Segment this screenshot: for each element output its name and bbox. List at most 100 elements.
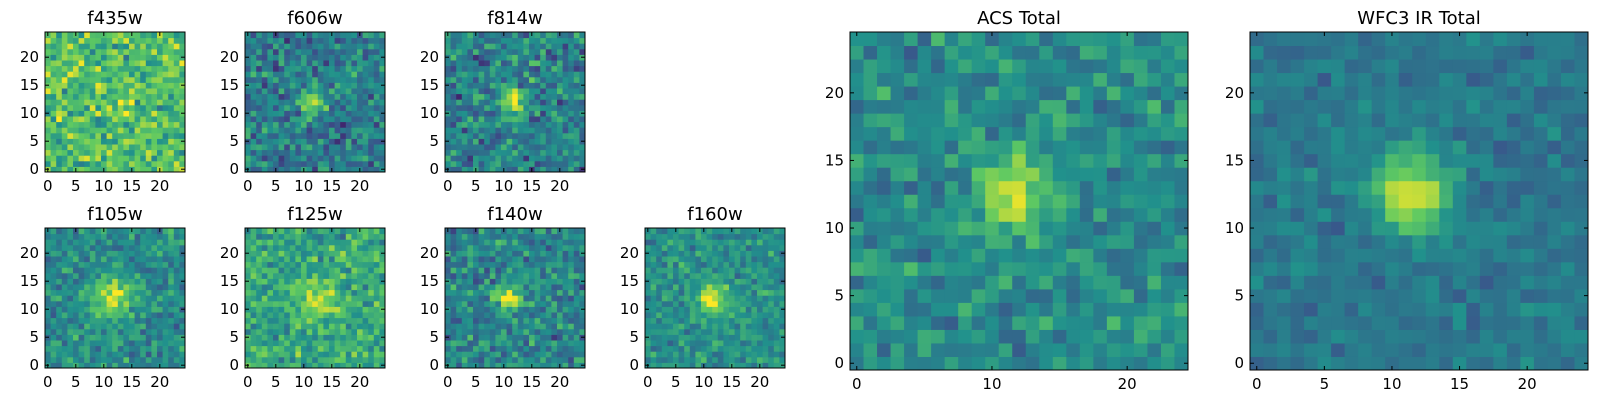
pixel-cell	[345, 116, 352, 123]
pixel-cell	[773, 233, 780, 240]
pixel-cell	[162, 132, 169, 139]
pixel-cell	[579, 132, 586, 139]
pixel-cell	[706, 334, 713, 341]
pixel-cell	[95, 256, 102, 263]
pixel-cell	[157, 261, 164, 268]
pixel-cell	[562, 127, 569, 134]
pixel-cell	[112, 261, 119, 268]
pixel-cell	[373, 334, 380, 341]
pixel-cell	[78, 155, 85, 162]
pixel-cell	[334, 250, 341, 257]
pixel-cell	[562, 300, 569, 307]
pixel-cell	[89, 356, 96, 363]
pixel-cell	[998, 194, 1013, 209]
pixel-cell	[340, 239, 347, 246]
pixel-cell	[573, 32, 580, 39]
pixel-cell	[312, 244, 319, 251]
pixel-cell	[61, 65, 68, 72]
pixel-cell	[495, 261, 502, 268]
pixel-cell	[1066, 194, 1081, 209]
pixel-cell	[334, 144, 341, 151]
pixel-cell	[295, 317, 302, 324]
pixel-cell	[173, 356, 180, 363]
pixel-cell	[151, 99, 158, 106]
pixel-cell	[551, 340, 558, 347]
pixel-cell	[273, 160, 280, 167]
pixel-cell	[95, 306, 102, 313]
pixel-cell	[445, 356, 452, 363]
pixel-cell	[540, 65, 547, 72]
pixel-cell	[312, 306, 319, 313]
x-tick-label: 5	[471, 373, 481, 391]
pixel-cell	[773, 317, 780, 324]
pixel-cell	[56, 132, 63, 139]
pixel-cell	[129, 82, 136, 89]
x-tick-label: 0	[43, 373, 53, 391]
pixel-cell	[529, 250, 536, 257]
pixel-cell	[317, 60, 324, 67]
pixel-cell	[56, 144, 63, 151]
pixel-cell	[179, 37, 186, 44]
pixel-cell	[340, 121, 347, 128]
pixel-cell	[517, 267, 524, 274]
pixel-cell	[701, 239, 708, 246]
pixel-cell	[362, 323, 369, 330]
pixel-cell	[50, 65, 57, 72]
pixel-cell	[334, 160, 341, 167]
pixel-cell	[134, 155, 141, 162]
pixel-cell	[734, 233, 741, 240]
pixel-cell	[773, 261, 780, 268]
pixel-cell	[650, 328, 657, 335]
pixel-cell	[734, 323, 741, 330]
pixel-cell	[650, 334, 657, 341]
pixel-cell	[467, 289, 474, 296]
pixel-cell	[73, 132, 80, 139]
pixel-cell	[256, 71, 263, 78]
panel-title: f105w	[87, 204, 142, 225]
pixel-cell	[1147, 261, 1162, 276]
pixel-cell	[650, 300, 657, 307]
pixel-cell	[101, 272, 108, 279]
pixel-cell	[723, 323, 730, 330]
pixel-cell	[650, 295, 657, 302]
pixel-cell	[106, 295, 113, 302]
pixel-cell	[362, 60, 369, 67]
pixel-cell	[695, 250, 702, 257]
pixel-cell	[667, 256, 674, 263]
pixel-cell	[312, 356, 319, 363]
pixel-cell	[73, 278, 80, 285]
pixel-cell	[734, 356, 741, 363]
pixel-cell	[1174, 302, 1189, 317]
pixel-cell	[179, 351, 186, 358]
pixel-cell	[151, 43, 158, 50]
pixel-cell	[301, 256, 308, 263]
pixel-cell	[278, 149, 285, 156]
pixel-cell	[1106, 221, 1121, 236]
pixel-cell	[579, 65, 586, 72]
pixel-cell	[168, 328, 175, 335]
pixel-cell	[145, 48, 152, 55]
pixel-cell	[1106, 248, 1121, 263]
pixel-cell	[273, 256, 280, 263]
pixel-cell	[157, 144, 164, 151]
pixel-cell	[312, 37, 319, 44]
pixel-cell	[512, 256, 519, 263]
pixel-cell	[357, 239, 364, 246]
pixel-cell	[517, 82, 524, 89]
pixel-cell	[140, 37, 147, 44]
pixel-cell	[323, 362, 330, 369]
pixel-cell	[334, 267, 341, 274]
pixel-cell	[745, 228, 752, 235]
pixel-cell	[173, 362, 180, 369]
pixel-cell	[495, 166, 502, 173]
pixel-cell	[557, 356, 564, 363]
pixel-cell	[489, 261, 496, 268]
pixel-cell	[345, 65, 352, 72]
pixel-cell	[112, 71, 119, 78]
pixel-cell	[362, 261, 369, 268]
pixel-cell	[261, 250, 268, 257]
pixel-cell	[931, 180, 946, 195]
pixel-cell	[261, 116, 268, 123]
pixel-cell	[84, 334, 91, 341]
pixel-cell	[512, 284, 519, 291]
